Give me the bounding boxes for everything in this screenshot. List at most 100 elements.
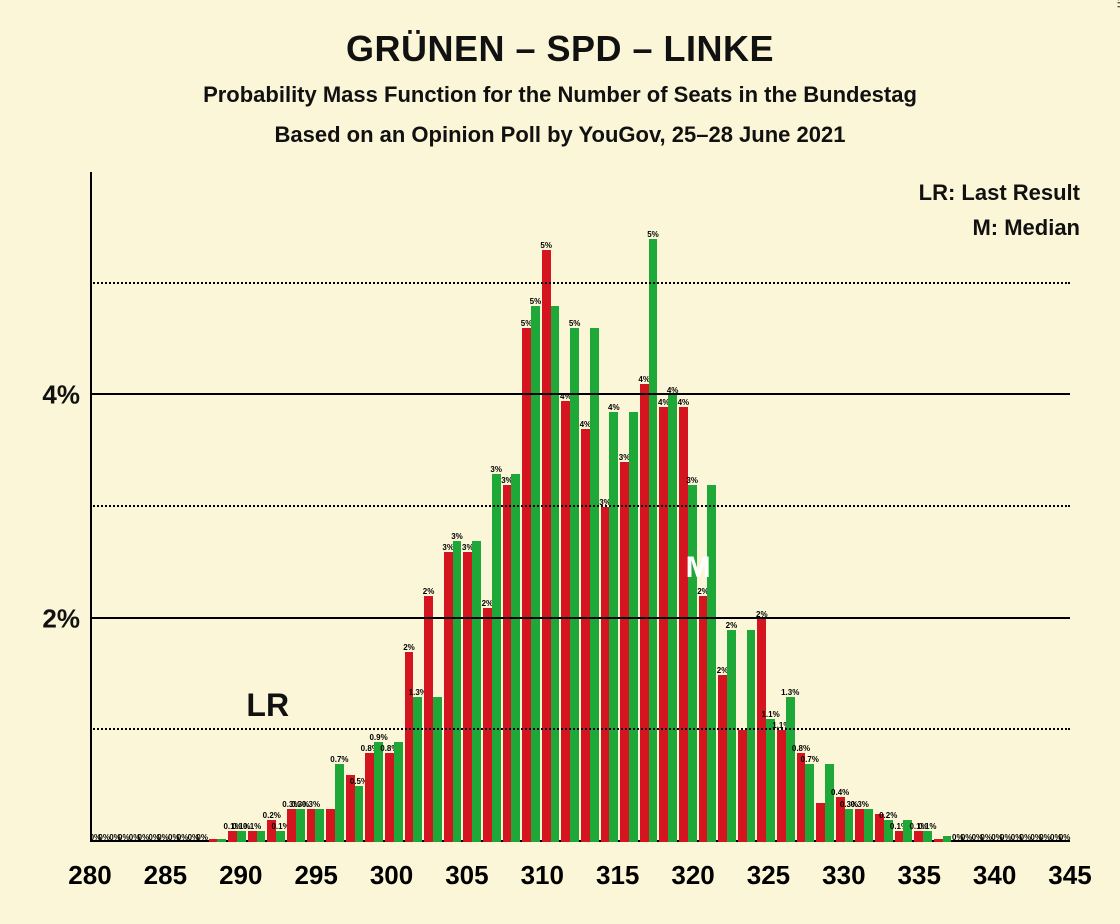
gridline <box>90 617 1070 619</box>
bar-red <box>326 809 335 843</box>
bar-red: 0.1% <box>248 831 257 842</box>
bar-red: 2% <box>483 608 492 843</box>
bar-red: 0.1% <box>228 831 237 842</box>
bar-value-label: 0.1% <box>918 822 936 831</box>
bar-value-label: 0.1% <box>243 822 261 831</box>
x-tick-label: 280 <box>68 860 111 891</box>
bar-value-label: 0.7% <box>801 755 819 764</box>
bar-red: 4% <box>679 407 688 843</box>
gridline <box>90 505 1070 507</box>
bar-green <box>551 306 560 842</box>
chart-subtitle-1: Probability Mass Function for the Number… <box>0 82 1120 108</box>
bar-red: 3% <box>601 507 610 842</box>
bar-green: 3% <box>492 474 501 843</box>
bar-green <box>590 328 599 842</box>
bar-red: 3% <box>444 552 453 842</box>
bar-value-label: 0% <box>196 833 208 842</box>
bar-green: 4% <box>609 412 618 842</box>
bar-green <box>943 836 952 842</box>
bar-green: 3% <box>688 485 697 842</box>
bar-green: 1.1% <box>766 719 775 842</box>
gridline <box>90 728 1070 730</box>
x-tick-label: 300 <box>370 860 413 891</box>
bar-red <box>934 839 943 842</box>
bar-green: 4% <box>668 395 677 842</box>
x-tick-label: 340 <box>973 860 1016 891</box>
chart-title: GRÜNEN – SPD – LINKE <box>0 28 1120 70</box>
bar-green: 5% <box>570 328 579 842</box>
bar-red: 0.3% <box>855 809 864 843</box>
median-marker: M <box>686 551 711 585</box>
bar-red: 1.1% <box>777 730 786 842</box>
bar-red: 5% <box>542 250 551 842</box>
bar-green <box>511 474 520 843</box>
bar-green <box>217 839 226 842</box>
bar-value-label: 5% <box>540 241 552 250</box>
bar-red: 0.3% <box>307 809 316 843</box>
bar-red <box>816 803 825 842</box>
bar-green <box>257 831 266 842</box>
bar-red: 4% <box>640 384 649 842</box>
y-tick-label: 4% <box>10 380 80 411</box>
bar-value-label: 4% <box>678 398 690 407</box>
x-tick-label: 335 <box>898 860 941 891</box>
bar-green: 0.1% <box>237 831 246 842</box>
chart-bars: 0%0%0%0%0%0%0%0%0%0%0%0%0.1%0.1%0.1%0.2%… <box>90 172 1070 842</box>
bar-green <box>472 541 481 843</box>
bar-value-label: 0.3% <box>302 800 320 809</box>
x-tick-label: 315 <box>596 860 639 891</box>
chart-plot-area: 0%0%0%0%0%0%0%0%0%0%0%0%0.1%0.1%0.1%0.2%… <box>90 172 1070 842</box>
bar-green: 2% <box>727 630 736 842</box>
bar-red <box>209 839 218 842</box>
bar-value-label: 2% <box>403 643 415 652</box>
bar-green <box>629 412 638 842</box>
bar-red: 0.8% <box>385 753 394 842</box>
bar-green: 0.5% <box>355 786 364 842</box>
bar-green: 0.3% <box>296 809 305 843</box>
bar-value-label: 5% <box>530 297 542 306</box>
bar-red: 4% <box>581 429 590 842</box>
chart-subtitle-2: Based on an Opinion Poll by YouGov, 25–2… <box>0 122 1120 148</box>
bar-green: 0.3% <box>845 809 854 843</box>
copyright-text: © 2021 Filip van Laenen <box>1114 0 1120 8</box>
bar-green: 0.7% <box>805 764 814 842</box>
bar-red: 0.8% <box>365 753 374 842</box>
bar-value-label: 0.2% <box>263 811 281 820</box>
bar-green <box>747 630 756 842</box>
gridline <box>90 393 1070 395</box>
bar-value-label: 0% <box>1059 833 1071 842</box>
bar-value-label: 2% <box>726 621 738 630</box>
bar-value-label: 0.8% <box>792 744 810 753</box>
x-tick-label: 290 <box>219 860 262 891</box>
bar-red <box>738 730 747 842</box>
x-tick-label: 330 <box>822 860 865 891</box>
x-tick-label: 310 <box>521 860 564 891</box>
bar-green <box>825 764 834 842</box>
bar-value-label: 5% <box>569 319 581 328</box>
bar-green: 0.7% <box>335 764 344 842</box>
bar-value-label: 1.3% <box>781 688 799 697</box>
bar-red: 3% <box>620 462 629 842</box>
bar-red: 2% <box>405 652 414 842</box>
x-tick-label: 345 <box>1048 860 1091 891</box>
bar-red: 4% <box>659 407 668 843</box>
bar-value-label: 4% <box>608 403 620 412</box>
bar-green <box>864 809 873 843</box>
x-tick-label: 320 <box>671 860 714 891</box>
bar-red: 0.8% <box>797 753 806 842</box>
bar-green: 5% <box>531 306 540 842</box>
bar-value-label: 0.9% <box>369 733 387 742</box>
bar-green: 0.1% <box>923 831 932 842</box>
bar-value-label: 2% <box>423 587 435 596</box>
bar-red: 2% <box>699 596 708 842</box>
bar-green: 0.9% <box>374 742 383 843</box>
bar-value-label: 0.3% <box>851 800 869 809</box>
y-tick-label: 2% <box>10 603 80 634</box>
bar-green: 0.1% <box>276 831 285 842</box>
bar-green: 3% <box>453 541 462 843</box>
bar-value-label: 3% <box>490 465 502 474</box>
x-tick-label: 285 <box>144 860 187 891</box>
x-tick-label: 325 <box>747 860 790 891</box>
bar-value-label: 3% <box>451 532 463 541</box>
lr-marker: LR <box>246 687 289 724</box>
